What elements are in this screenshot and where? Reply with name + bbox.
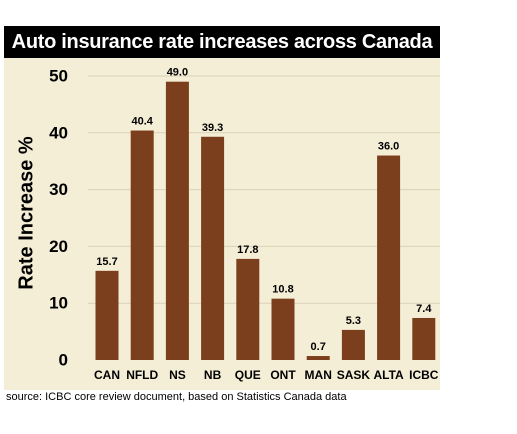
bars (95, 81, 436, 361)
plot-panel: 0 10 20 30 40 50 15.7 40.4 49.0 39.3 17.8 10.8 0.7 5… (4, 58, 440, 390)
category-label: NFLD (126, 368, 158, 382)
value-label: 5.3 (346, 315, 361, 327)
category-label: ICBC (409, 368, 439, 382)
value-label: 0.7 (311, 341, 326, 353)
y-axis-label: Rate Increase % (15, 136, 38, 290)
category-label: MAN (305, 368, 332, 382)
bar-sask (341, 329, 365, 360)
value-label: 39.3 (202, 122, 223, 134)
y-tick-label: 50 (49, 67, 68, 86)
category-labels: CAN NFLD NS NB QUE ONT MAN SASK ALTA ICBC (94, 368, 439, 382)
category-label: CAN (94, 368, 120, 382)
title-bar: Auto insurance rate increases across Can… (4, 26, 440, 58)
chart-title: Auto insurance rate increases across Can… (11, 31, 433, 53)
source-note: source: ICBC core review document, based… (6, 391, 347, 403)
plot-area: 0 10 20 30 40 50 15.7 40.4 49.0 39.3 17.8 10.8 0.7 5… (49, 67, 440, 382)
bar-ns (165, 81, 189, 361)
bar-nfld (130, 130, 154, 360)
value-label: 40.4 (131, 116, 153, 128)
category-label: ALTA (373, 368, 404, 382)
y-tick-label: 20 (49, 237, 68, 256)
y-tick-label: 30 (49, 180, 68, 199)
bar-que (236, 258, 260, 360)
bar-ont (271, 298, 295, 360)
value-labels: 15.7 40.4 49.0 39.3 17.8 10.8 0.7 5.3 36.0 7.4 (96, 67, 432, 353)
value-label: 36.0 (378, 141, 399, 153)
bar-alta (377, 155, 401, 360)
y-tick-label: 0 (59, 351, 68, 370)
category-label: SASK (337, 368, 371, 382)
category-label: NB (204, 368, 222, 382)
bar-icbc (412, 317, 436, 360)
value-label: 15.7 (96, 256, 117, 268)
value-label: 17.8 (237, 244, 258, 256)
y-tick-label: 40 (49, 123, 68, 142)
bar-nb (201, 136, 225, 360)
category-label: ONT (270, 368, 296, 382)
value-label: 10.8 (272, 284, 293, 296)
bar-man (306, 356, 330, 360)
category-label: NS (169, 368, 186, 382)
value-label: 49.0 (167, 67, 188, 79)
bar-can (95, 270, 119, 360)
value-label: 7.4 (416, 303, 432, 315)
category-label: QUE (235, 368, 261, 382)
y-tick-label: 10 (49, 294, 68, 313)
y-axis-ticks: 0 10 20 30 40 50 (49, 67, 68, 370)
